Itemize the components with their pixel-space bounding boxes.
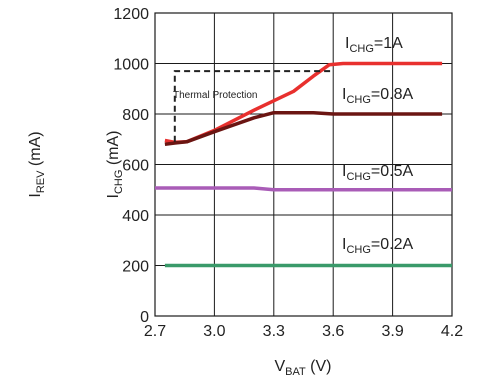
series-label-3: ICHG=0.2A bbox=[342, 236, 413, 256]
y-axis-label-inner: ICHG (mA) bbox=[105, 130, 125, 198]
label-layer: ICHG=1A ICHG=0.8A ICHG=0.5A ICHG=0.2A Therma… bbox=[27, 35, 413, 378]
series-label-0: ICHG=1A bbox=[345, 35, 403, 55]
y-tick-label-4: 800 bbox=[122, 107, 149, 124]
series-label-2: ICHG=0.5A bbox=[342, 163, 413, 183]
y-tick-label-3: 600 bbox=[122, 158, 149, 175]
series-line-2 bbox=[155, 186, 452, 192]
x-tick-label-0: 2.7 bbox=[144, 323, 166, 340]
plot-frame bbox=[154, 12, 453, 317]
x-tick-label-1: 3.0 bbox=[203, 323, 225, 340]
series-label-1: ICHG=0.8A bbox=[342, 86, 413, 106]
x-tick-label-5: 4.2 bbox=[441, 323, 463, 340]
x-tick-label-2: 3.3 bbox=[263, 323, 285, 340]
y-tick-label-5: 1000 bbox=[113, 57, 149, 74]
thermal-protection-line bbox=[173, 70, 332, 142]
thermal-protection-label: Thermal Protection bbox=[173, 90, 257, 101]
series-layer bbox=[155, 61, 452, 268]
y-axis-label-outer-group: IREV (mA) bbox=[27, 131, 47, 197]
x-axis-label: VBAT (V) bbox=[274, 358, 331, 378]
x-tick-label-4: 3.9 bbox=[381, 323, 403, 340]
y-tick-label-6: 1200 bbox=[113, 6, 149, 23]
y-tick-label-1: 200 bbox=[122, 259, 149, 276]
y-tick-label-2: 400 bbox=[122, 208, 149, 225]
y-axis-label-inner-group: ICHG (mA) bbox=[105, 130, 125, 198]
grid-layer bbox=[154, 12, 453, 317]
series-line-1 bbox=[164, 110, 443, 147]
y-axis-label-outer: IREV (mA) bbox=[27, 131, 47, 197]
y-tick-label-0: 0 bbox=[140, 309, 149, 326]
tick-layer: 2.7 3.0 3.3 3.6 3.9 4.2 0 200 400 600 800 1000 1200 bbox=[113, 6, 463, 340]
x-tick-label-3: 3.6 bbox=[322, 323, 344, 340]
